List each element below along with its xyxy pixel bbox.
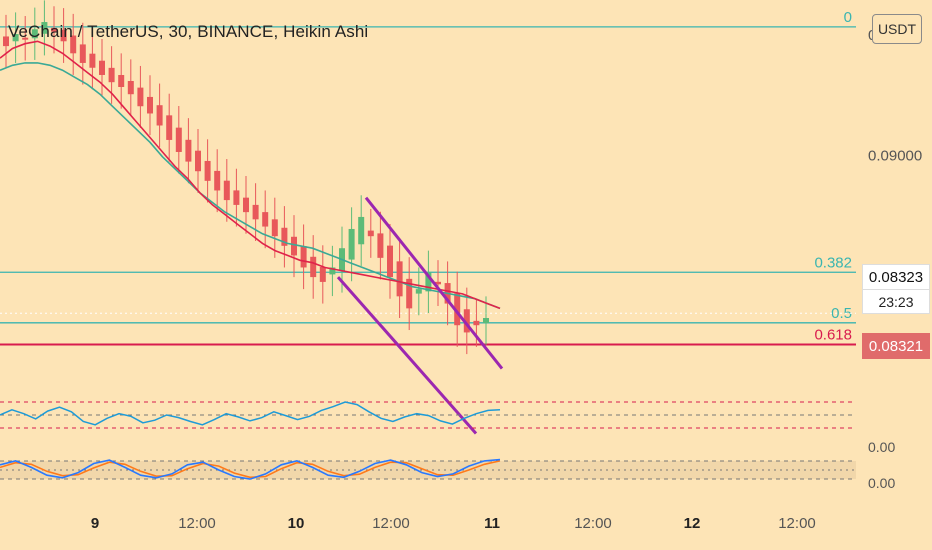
current-price-tag: 0.08323 <box>862 264 930 290</box>
candle <box>348 228 355 260</box>
candle <box>3 36 9 47</box>
fib-label: 0.382 <box>814 254 852 271</box>
oscillators: 0.00 0.00 <box>0 401 895 491</box>
time-axis-label: 12 <box>684 515 701 532</box>
candle <box>166 115 173 140</box>
candle <box>156 105 163 126</box>
candle <box>463 309 470 333</box>
rsi-line <box>0 401 501 426</box>
candle <box>41 22 48 34</box>
osc-axis-label: 0.00 <box>868 475 895 491</box>
candle <box>108 67 115 83</box>
currency-button[interactable]: USDT <box>872 14 922 44</box>
candle <box>233 190 240 205</box>
candle <box>118 75 125 87</box>
candles <box>3 0 489 355</box>
candle <box>377 233 384 258</box>
candle <box>252 204 259 220</box>
candle <box>60 29 67 42</box>
time-axis-label: 9 <box>91 515 99 532</box>
time-axis-label: 12:00 <box>574 515 612 532</box>
candle <box>291 236 297 256</box>
candle <box>367 230 374 237</box>
candle <box>243 197 249 213</box>
candle <box>12 34 19 42</box>
channel-lower-line <box>336 276 478 435</box>
descending-channel[interactable] <box>336 196 504 435</box>
candle <box>406 278 413 309</box>
candle <box>51 27 57 32</box>
candle <box>310 256 317 278</box>
candle <box>300 246 307 268</box>
candle <box>454 293 461 326</box>
time-axis-label: 12:00 <box>778 515 816 532</box>
candle <box>319 266 326 282</box>
candle <box>271 219 278 237</box>
candle <box>195 150 201 172</box>
candle <box>70 35 77 54</box>
fib-618-price-tag: 0.08321 <box>862 333 930 359</box>
candle <box>223 180 230 201</box>
candle <box>99 60 105 75</box>
candle <box>435 281 441 285</box>
ema-slow-line <box>0 62 501 310</box>
osc-axis-label: 0.00 <box>868 439 895 455</box>
candle <box>147 96 153 114</box>
candle <box>175 127 182 152</box>
candle <box>22 37 29 40</box>
channel-upper-line <box>364 196 504 370</box>
candle <box>262 212 269 227</box>
candle <box>204 160 211 181</box>
candle <box>415 289 422 294</box>
time-axis-label: 12:00 <box>178 515 216 532</box>
time-axis-label: 10 <box>288 515 305 532</box>
candle <box>281 227 288 246</box>
candle <box>89 53 96 68</box>
stoch-k-line <box>0 458 501 480</box>
stoch-d-line <box>0 460 501 479</box>
candle <box>214 170 221 191</box>
candle <box>396 261 403 297</box>
fib-label: 0.618 <box>814 326 852 343</box>
bar-countdown: 23:23 <box>862 290 930 314</box>
candle <box>483 318 489 324</box>
time-axis-label: 11 <box>484 515 500 532</box>
price-axis-label: 0.09000 <box>868 147 922 164</box>
candle <box>387 245 393 278</box>
chart-title: VeChain / TetherUS, 30, BINANCE, Heikin … <box>8 22 369 41</box>
candle <box>127 81 134 95</box>
candle <box>31 29 38 39</box>
ema-fast-line <box>0 40 501 310</box>
candle <box>425 272 432 292</box>
time-axis-label: 12:00 <box>372 515 410 532</box>
candle <box>185 139 192 162</box>
candle <box>137 87 144 107</box>
candle <box>358 216 365 245</box>
fib-label: 0 <box>844 9 852 26</box>
moving-averages <box>0 40 501 310</box>
candle <box>473 320 480 326</box>
time-axis: 9 12:00 10 12:00 11 12:00 12 12:00 <box>91 515 816 532</box>
candle <box>329 267 336 275</box>
candle <box>79 44 86 63</box>
